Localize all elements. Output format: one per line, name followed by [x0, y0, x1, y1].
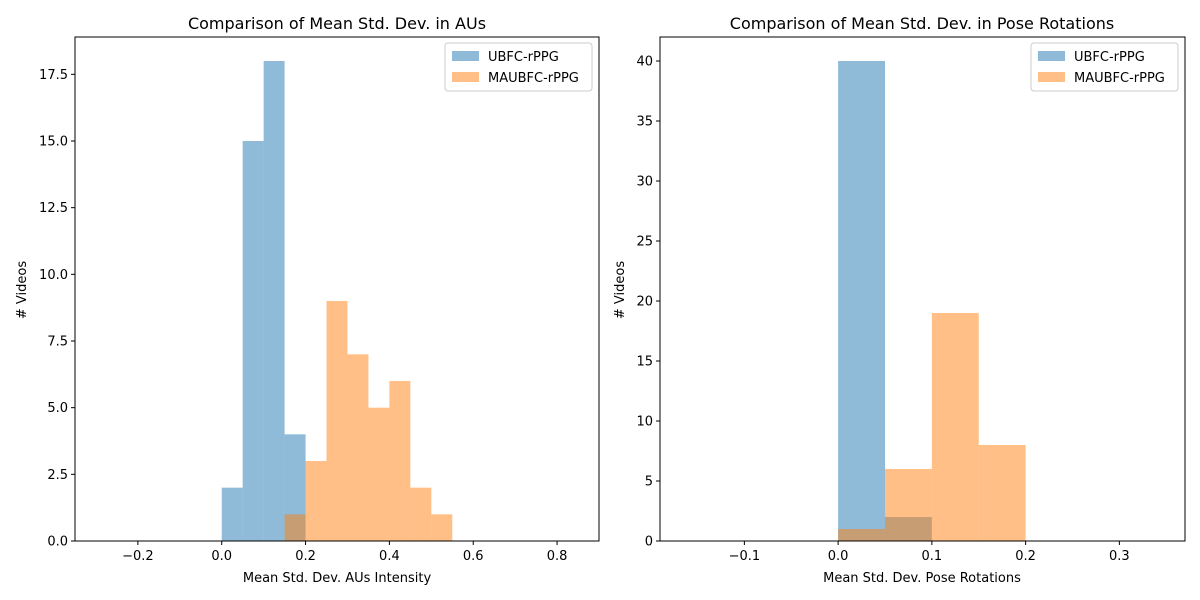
x-tick-label: 0.6 — [463, 549, 484, 564]
plot-frame — [659, 36, 1186, 542]
y-tick-label: 2.5 — [47, 468, 68, 483]
y-tick-label: 40 — [636, 55, 653, 70]
bar-maubfc-8 — [389, 381, 411, 541]
bar-maubfc-2 — [931, 313, 979, 541]
y-axis-label: # Videos — [613, 261, 628, 319]
legend-swatch — [1038, 72, 1065, 82]
y-tick-label: 15 — [636, 355, 653, 370]
y-axis-label: # Videos — [15, 261, 30, 319]
legend-label: MAUBFC-rPPG — [1074, 71, 1165, 86]
y-tick-label: 7.5 — [47, 335, 68, 350]
y-tick-label: 15.0 — [39, 135, 68, 150]
x-axis-label: Mean Std. Dev. AUs Intensity — [243, 571, 432, 586]
y-tick-label: 10.0 — [39, 268, 68, 283]
x-tick-label: 0.8 — [547, 549, 568, 564]
legend-swatch — [452, 51, 479, 61]
bar-maubfc-10 — [431, 514, 453, 541]
x-tick-label: 0.2 — [295, 549, 316, 564]
y-tick-label: 0 — [645, 535, 653, 550]
bar-ubfc-0 — [221, 487, 243, 541]
x-axis-label: Mean Std. Dev. Pose Rotations — [823, 571, 1021, 586]
y-tick-label: 25 — [636, 235, 653, 250]
bar-maubfc-9 — [410, 487, 432, 541]
chart-title: Comparison of Mean Std. Dev. in Pose Rot… — [730, 14, 1114, 33]
bar-ubfc-1 — [242, 141, 264, 541]
legend-swatch — [1038, 51, 1065, 61]
bar-ubfc-2 — [263, 61, 285, 541]
ticks-group: −0.2 0.0 0.2 0.4 0.6 0.8 0.0 2.5 5.0 7.5 10.0 12.5 1… — [39, 68, 567, 564]
bar-maubfc-6 — [347, 354, 369, 541]
x-tick-label: 0.0 — [828, 549, 849, 564]
ticks-group: −0.1 0.0 0.1 0.2 0.3 0 5 10 15 20 25 30 35 40 — [636, 55, 1129, 565]
x-tick-label: 0.0 — [211, 549, 232, 564]
x-tick-label: −0.1 — [729, 549, 761, 564]
au-histogram-panel: Comparison of Mean Std. Dev. in AUs Mean… — [15, 14, 600, 586]
bars-group — [838, 61, 1026, 541]
bar-maubfc-3 — [284, 514, 306, 541]
bar-maubfc-0 — [838, 529, 885, 541]
x-tick-label: 0.1 — [922, 549, 943, 564]
bar-ubfc-0 — [838, 61, 885, 541]
x-tick-label: 0.4 — [379, 549, 400, 564]
y-tick-label: 5 — [645, 475, 653, 490]
legend: UBFC-rPPG MAUBFC-rPPG — [1030, 42, 1179, 92]
y-tick-label: 35 — [636, 115, 653, 130]
bar-maubfc-1 — [885, 469, 932, 541]
x-tick-label: −0.2 — [122, 549, 154, 564]
legend-label: UBFC-rPPG — [1074, 50, 1145, 65]
bar-maubfc-7 — [368, 407, 390, 541]
chart-title: Comparison of Mean Std. Dev. in AUs — [188, 14, 486, 33]
y-tick-label: 17.5 — [39, 68, 68, 83]
y-tick-label: 0.0 — [47, 535, 68, 550]
bar-maubfc-4 — [305, 461, 327, 541]
x-tick-label: 0.3 — [1109, 549, 1130, 564]
bar-maubfc-5 — [326, 301, 348, 541]
pose-histogram-panel: Comparison of Mean Std. Dev. in Pose Rot… — [613, 14, 1186, 586]
bars-group — [221, 61, 453, 541]
y-tick-label: 30 — [636, 175, 653, 190]
legend-swatch — [452, 72, 479, 82]
plot-frame — [74, 36, 600, 542]
y-tick-label: 20 — [636, 295, 653, 310]
legend-box — [444, 42, 593, 92]
legend-box — [1030, 42, 1179, 92]
legend: UBFC-rPPG MAUBFC-rPPG — [444, 42, 593, 92]
bar-maubfc-3 — [978, 445, 1026, 541]
legend-label: UBFC-rPPG — [488, 50, 559, 65]
y-tick-label: 12.5 — [39, 201, 68, 216]
y-tick-label: 10 — [636, 415, 653, 430]
y-tick-label: 5.0 — [47, 401, 68, 416]
legend-label: MAUBFC-rPPG — [488, 71, 579, 86]
x-tick-label: 0.2 — [1015, 549, 1036, 564]
